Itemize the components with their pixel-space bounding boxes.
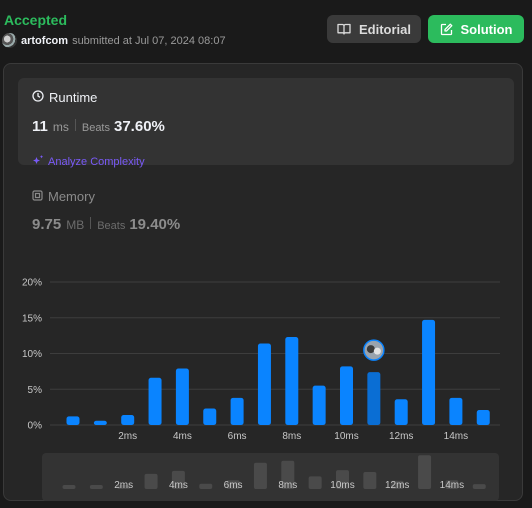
status-title: Accepted <box>4 12 68 28</box>
overview-bar <box>418 455 432 489</box>
edit-icon <box>440 23 453 36</box>
bar[interactable] <box>394 399 408 425</box>
runtime-card[interactable]: Runtime 11 ms Beats 37.60% Analyze Compl… <box>18 78 514 168</box>
memory-title: Memory <box>48 189 95 204</box>
overview-bar <box>281 460 295 489</box>
bar[interactable] <box>93 420 107 425</box>
analyze-label: Analyze Complexity <box>48 155 145 168</box>
bar[interactable] <box>66 416 80 425</box>
overview-bar <box>144 473 158 489</box>
overview-bar <box>308 476 322 489</box>
submitted-text: submitted at Jul 07, 2024 08:07 <box>72 34 226 47</box>
divider <box>74 119 76 131</box>
solution-label: Solution <box>460 21 513 37</box>
x-tick-label: 14ms <box>444 431 468 442</box>
overview-tick-label: 10ms <box>330 480 354 491</box>
runtime-value: 11 <box>32 118 48 135</box>
analyze-complexity-button[interactable]: Analyze Complexity <box>32 154 145 169</box>
memory-beats-percent: 19.40% <box>129 216 181 233</box>
bar[interactable] <box>285 337 299 425</box>
memory-metrics: 9.75 MB Beats 19.40% <box>32 216 180 233</box>
x-tick-label: 10ms <box>334 431 358 442</box>
username-link[interactable]: artofcom <box>21 34 69 47</box>
divider <box>90 217 92 229</box>
memory-card[interactable]: Memory <box>32 189 95 204</box>
clock-icon <box>32 90 44 105</box>
memory-value: 9.75 <box>32 216 62 233</box>
runtime-title: Runtime <box>49 90 98 105</box>
overview-tick-label: 8ms <box>278 480 297 491</box>
overview-bar <box>336 470 349 489</box>
overview-bar <box>171 470 185 489</box>
avatar[interactable] <box>2 33 17 48</box>
bar[interactable] <box>203 408 217 425</box>
avatar-detail <box>366 345 375 354</box>
overview-bar <box>89 485 103 489</box>
submission-info: artofcom submitted at Jul 07, 2024 08:07 <box>2 33 226 48</box>
bar[interactable] <box>449 397 463 425</box>
book-icon <box>337 23 351 35</box>
bar[interactable] <box>476 409 490 425</box>
bar[interactable] <box>312 385 326 425</box>
overview-bar <box>62 485 76 489</box>
bar[interactable] <box>422 319 436 425</box>
runtime-beats-percent: 37.60% <box>114 118 165 135</box>
x-tick-label: 4ms <box>173 431 192 442</box>
x-tick-label: 2ms <box>118 431 137 442</box>
avatar-detail <box>373 347 381 355</box>
memory-beats-label: Beats <box>97 220 126 232</box>
x-tick-label: 12ms <box>389 431 413 442</box>
editorial-label: Editorial <box>358 21 411 37</box>
y-tick-label: 15% <box>22 313 42 324</box>
overview-tick-label: 12ms <box>385 480 409 491</box>
overview-bar <box>363 471 377 489</box>
overview-bar <box>253 462 267 489</box>
x-tick-label: 6ms <box>228 431 247 442</box>
bar[interactable] <box>175 368 189 425</box>
editorial-button[interactable]: Editorial <box>327 15 421 43</box>
runtime-beats-label: Beats <box>81 122 110 134</box>
y-tick-label: 10% <box>22 349 42 360</box>
chip-icon <box>32 189 43 204</box>
overview-bar <box>390 480 404 489</box>
y-tick-label: 20% <box>22 278 42 289</box>
overview-bar <box>226 480 240 489</box>
overview-tick-label: 4ms <box>169 480 188 491</box>
overview-bar <box>117 485 131 489</box>
overview-bar <box>472 484 486 489</box>
bar[interactable] <box>121 414 135 425</box>
sparkle-icon <box>32 154 44 169</box>
memory-unit: MB <box>66 218 85 232</box>
y-tick-label: 0% <box>28 421 43 432</box>
overview-bar <box>445 480 459 489</box>
runtime-unit: ms <box>52 120 69 134</box>
bar[interactable] <box>340 366 353 425</box>
overview-bar <box>199 483 213 489</box>
overview-tick-label: 2ms <box>114 480 133 491</box>
x-tick-label: 8ms <box>282 431 301 442</box>
y-tick-label: 5% <box>28 385 43 396</box>
overview-tick-label: 14ms <box>440 480 464 491</box>
bar[interactable] <box>148 377 162 425</box>
bar[interactable] <box>257 343 271 425</box>
runtime-metrics: 11 ms Beats 37.60% <box>32 118 165 135</box>
solution-button[interactable]: Solution <box>428 15 524 43</box>
range-selector[interactable] <box>42 453 499 501</box>
overview-tick-label: 6ms <box>224 480 243 491</box>
bar[interactable] <box>230 397 244 425</box>
bar[interactable] <box>367 372 381 425</box>
